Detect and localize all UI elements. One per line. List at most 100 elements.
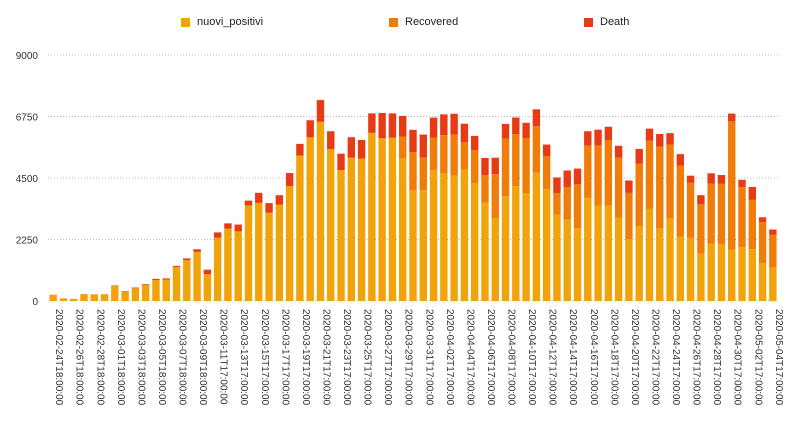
bar-segment-death	[347, 137, 356, 158]
bar-segment-death	[717, 175, 726, 184]
x-tick-label: 2020-04-06T17:00:00	[485, 309, 496, 406]
x-tick-label: 2020-02-26T18:00:00	[74, 309, 85, 406]
bar-segment-nuovi-positivi	[645, 208, 654, 301]
bar-segment-death	[141, 284, 150, 285]
legend-item-nuovi-positivi: nuovi_positivi	[181, 16, 263, 28]
x-tick-label: 2020-03-07T18:00:00	[177, 309, 188, 406]
x-tick-label: 2020-03-19T17:00:00	[300, 309, 311, 406]
bar-segment-death	[769, 229, 777, 235]
x-tick-label: 2020-03-03T18:00:00	[135, 309, 146, 406]
bar-segment-death	[728, 113, 736, 122]
x-tick-label: 2020-05-02T17:00:00	[752, 309, 763, 406]
bar-segment-death	[697, 195, 705, 205]
legend-swatch-death	[584, 17, 593, 27]
bar-segment-death	[162, 278, 170, 280]
bar-segment-death	[604, 126, 613, 140]
bar-segment-recovered	[542, 156, 551, 190]
bar-segment-nuovi-positivi	[460, 169, 469, 301]
bar-segment-nuovi-positivi	[758, 263, 767, 301]
bar-segment-nuovi-positivi	[59, 298, 68, 301]
bar-segment-nuovi-positivi	[111, 285, 119, 301]
bar-segment-nuovi-positivi	[656, 228, 664, 301]
bar-segment-nuovi-positivi	[697, 253, 705, 301]
bar-segment-recovered	[697, 204, 705, 254]
bars	[49, 100, 777, 301]
bar-segment-death	[748, 186, 756, 200]
bar-segment-death	[285, 173, 294, 187]
bar-segment-death	[193, 249, 201, 252]
bar-segment-nuovi-positivi	[707, 243, 715, 301]
bar-segment-death	[388, 113, 397, 138]
bar-segment-death	[738, 179, 746, 188]
bar-segment-nuovi-positivi	[419, 190, 427, 301]
bar-segment-death	[645, 128, 654, 141]
bar-segment-death	[419, 134, 427, 158]
bar-segment-nuovi-positivi	[686, 237, 695, 301]
bar-segment-recovered	[460, 142, 469, 170]
x-axis-ticks: 2020-02-24T18:00:00 2020-02-26T18:00:00 20…	[53, 309, 784, 406]
x-tick-label: 2020-03-11T17:00:00	[218, 309, 229, 405]
bar-segment-death	[553, 177, 561, 193]
bar-segment-death	[656, 133, 664, 147]
bar-segment-death	[501, 123, 510, 139]
legend-item-recovered: Recovered	[389, 16, 458, 28]
x-tick-label: 2020-03-05T18:00:00	[156, 309, 167, 406]
x-tick-label: 2020-04-26T17:00:00	[691, 309, 702, 406]
bar-segment-nuovi-positivi	[203, 274, 212, 301]
bar-segment-nuovi-positivi	[152, 279, 160, 301]
bar-segment-nuovi-positivi	[614, 217, 623, 301]
bar-segment-death	[470, 135, 479, 151]
x-tick-label: 2020-04-14T17:00:00	[567, 309, 578, 406]
x-tick-label: 2020-03-01T18:00:00	[115, 309, 126, 406]
bar-segment-nuovi-positivi	[470, 183, 479, 301]
y-tick-label: 0	[32, 297, 38, 308]
bar-segment-nuovi-positivi	[285, 186, 294, 301]
bar-segment-nuovi-positivi	[604, 205, 613, 301]
x-tick-label: 2020-04-18T17:00:00	[608, 309, 619, 406]
bar-segment-death	[532, 109, 541, 127]
bar-segment-death	[378, 113, 386, 139]
bar-segment-nuovi-positivi	[388, 137, 397, 301]
bar-segment-death	[481, 157, 489, 176]
x-tick-label: 2020-02-28T18:00:00	[94, 309, 105, 406]
bar-segment-recovered	[728, 121, 736, 250]
bar-segment-nuovi-positivi	[193, 251, 201, 301]
legend-label-recovered: Recovered	[405, 16, 459, 28]
bar-segment-nuovi-positivi	[440, 173, 448, 301]
bar-segment-recovered	[512, 134, 520, 187]
bar-segment-recovered	[769, 234, 777, 268]
bar-segment-death	[357, 139, 366, 159]
bar-segment-nuovi-positivi	[594, 205, 602, 301]
bar-segment-nuovi-positivi	[728, 249, 736, 301]
bar-segment-nuovi-positivi	[738, 247, 746, 301]
bar-segment-death	[522, 122, 530, 139]
x-tick-label: 2020-04-08T17:00:00	[506, 309, 517, 406]
bar-segment-recovered	[645, 140, 654, 209]
x-tick-label: 2020-04-16T17:00:00	[588, 309, 599, 406]
y-axis-ticks: 0 2250 4500 6750 9000	[16, 51, 39, 308]
bar-segment-death	[460, 123, 469, 143]
x-tick-label: 2020-03-09T18:00:00	[197, 309, 208, 406]
bar-segment-nuovi-positivi	[172, 266, 181, 301]
bar-segment-recovered	[470, 150, 479, 184]
bar-segment-death	[399, 115, 407, 137]
bar-segment-recovered	[501, 138, 510, 197]
bar-segment-recovered	[738, 187, 746, 248]
bar-segment-death	[625, 180, 633, 193]
x-tick-label: 2020-03-23T17:00:00	[341, 309, 352, 406]
bar-segment-recovered	[522, 138, 530, 194]
bar-segment-recovered	[625, 192, 633, 240]
bar-segment-nuovi-positivi	[49, 294, 57, 301]
bar-segment-death	[542, 144, 551, 157]
bar-segment-nuovi-positivi	[676, 236, 685, 301]
y-tick-label: 4500	[16, 174, 39, 185]
bar-segment-recovered	[491, 174, 499, 218]
bar-segment-recovered	[440, 135, 448, 174]
bar-segment-death	[244, 200, 253, 206]
x-tick-label: 2020-04-24T17:00:00	[670, 309, 681, 406]
bar-segment-recovered	[481, 175, 489, 203]
x-tick-label: 2020-03-17T17:00:00	[279, 309, 290, 406]
bar-segment-nuovi-positivi	[234, 231, 242, 301]
bar-segment-death	[491, 157, 499, 175]
